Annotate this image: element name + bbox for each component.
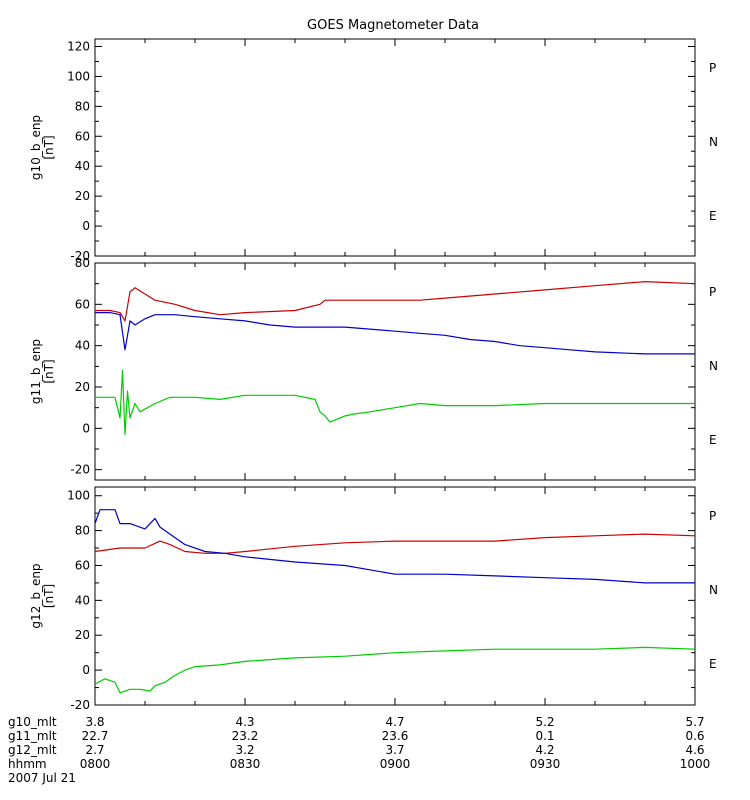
y-tick-label: 0 — [82, 421, 90, 435]
legend-p: P — [709, 61, 716, 75]
y-axis-label: g11_b_enp — [29, 339, 43, 404]
x-tick-label: 0900 — [380, 757, 411, 771]
x-tick-label: 0830 — [230, 757, 261, 771]
y-tick-label: 60 — [75, 129, 90, 143]
series-line-g12-n — [94, 646, 696, 694]
y-tick-label: 20 — [75, 628, 90, 642]
y-axis-units: [nT] — [42, 359, 56, 383]
mlt-value: 3.8 — [85, 715, 104, 729]
mlt-value: 4.7 — [385, 715, 404, 729]
mlt-value: 23.6 — [382, 729, 409, 743]
y-tick-label: 20 — [75, 380, 90, 394]
legend-n: N — [709, 135, 718, 149]
x-tick-label: 0930 — [530, 757, 561, 771]
y-tick-label: 60 — [75, 558, 90, 572]
legend-e: E — [709, 657, 717, 671]
legend-n: N — [709, 359, 718, 373]
mlt-value: 5.7 — [685, 715, 704, 729]
panel-g10: -20 0 20 40 60 80 100 120 g10_b_enp [nT] P N E — [29, 38, 718, 263]
row-label-g10_mlt: g10_mlt — [8, 715, 57, 729]
legend-e: E — [709, 433, 717, 447]
mlt-value: 0.1 — [535, 729, 554, 743]
y-tick-label: 80 — [75, 524, 90, 538]
y-tick-label: 100 — [67, 489, 90, 503]
y-axis-units: [nT] — [42, 135, 56, 159]
y-tick-label: 60 — [75, 297, 90, 311]
legend-p: P — [709, 285, 716, 299]
mlt-value: 22.7 — [82, 729, 109, 743]
mlt-value: 3.2 — [235, 743, 254, 757]
y-tick-label: 80 — [75, 256, 90, 270]
mlt-value: 3.7 — [385, 743, 404, 757]
plot-frame — [94, 38, 696, 257]
y-axis-label: g10_b_enp — [29, 115, 43, 180]
panel-g12: -20 0 20 40 60 80 100 g12_b_enp [nT] P N E — [29, 486, 718, 712]
legend-n: N — [709, 583, 718, 597]
series-line-g11-n — [95, 369, 695, 436]
y-tick-label: 0 — [82, 219, 90, 233]
x-tick-label: 1000 — [680, 757, 711, 771]
date-label: 2007 Jul 21 — [8, 771, 76, 785]
y-axis-label: g12_b_enp — [29, 563, 43, 628]
y-axis-units: [nT] — [42, 584, 56, 608]
series-line-g12-e — [94, 509, 695, 584]
chart-title: GOES Magnetometer Data — [307, 18, 479, 33]
y-tick-label: 0 — [82, 663, 90, 677]
y-tick-label: 80 — [75, 99, 90, 113]
legend-p: P — [709, 509, 716, 523]
y-tick-label: 20 — [75, 189, 90, 203]
plot-frame — [94, 486, 696, 706]
row-label-g11_mlt: g11_mlt — [8, 729, 57, 743]
mlt-value: 5.2 — [535, 715, 554, 729]
row-label-g12_mlt: g12_mlt — [8, 743, 57, 757]
series-line-g12-p — [94, 533, 696, 554]
y-tick-label: -20 — [70, 698, 90, 712]
legend-e: E — [709, 209, 717, 223]
time-axis-label: hhmm — [8, 757, 47, 771]
series-line-g11-e — [95, 312, 695, 355]
y-tick-label: 40 — [75, 339, 90, 353]
panel-g11: -20 0 20 40 60 80 g11_b_enp [nT] P N E — [29, 256, 718, 481]
mlt-value: 4.6 — [685, 743, 704, 757]
x-tick-label: 0800 — [80, 757, 111, 771]
mlt-value: 4.2 — [535, 743, 554, 757]
mlt-value: 2.7 — [85, 743, 104, 757]
plot-frame — [94, 262, 696, 481]
y-tick-label: 120 — [67, 39, 90, 53]
mlt-value: 0.6 — [685, 729, 704, 743]
series-line-g11-p — [95, 281, 696, 322]
mlt-value: 23.2 — [232, 729, 259, 743]
y-tick-label: -20 — [70, 249, 90, 263]
y-tick-label: -20 — [70, 463, 90, 477]
mlt-value: 4.3 — [235, 715, 254, 729]
y-tick-label: 40 — [75, 593, 90, 607]
y-tick-label: 100 — [67, 69, 90, 83]
y-tick-label: 40 — [75, 159, 90, 173]
